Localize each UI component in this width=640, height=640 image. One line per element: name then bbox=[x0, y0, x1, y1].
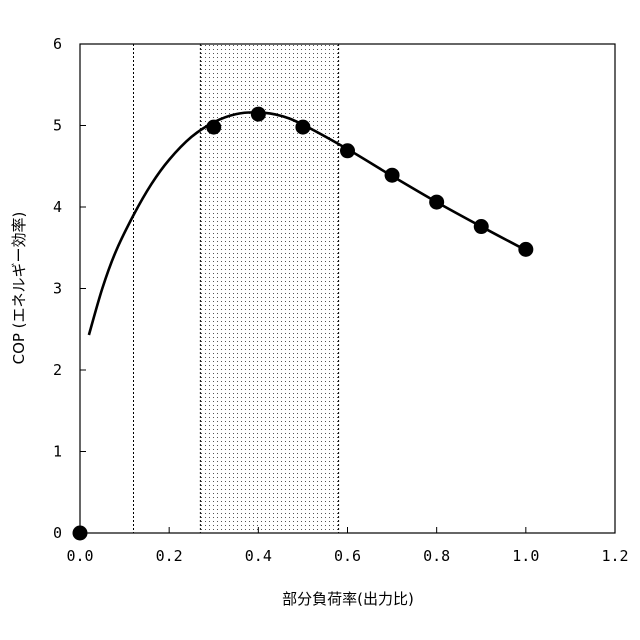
shaded-band-fill bbox=[200, 44, 338, 533]
y-tick-label: 6 bbox=[53, 35, 62, 53]
y-tick-label: 3 bbox=[53, 280, 62, 298]
x-tick-label: 0.2 bbox=[156, 547, 183, 565]
shaded-band bbox=[200, 44, 338, 533]
data-point bbox=[385, 168, 400, 183]
data-point bbox=[340, 143, 355, 158]
y-axis-title: COP (エネルギー効率) bbox=[10, 212, 28, 365]
y-axis-ticks: 0 1 2 3 4 5 6 bbox=[53, 35, 86, 542]
y-tick-label: 0 bbox=[53, 524, 62, 542]
plot-border bbox=[80, 44, 615, 533]
data-point bbox=[474, 219, 489, 234]
y-tick-label: 5 bbox=[53, 117, 62, 135]
x-tick-label: 0.0 bbox=[66, 547, 93, 565]
data-point bbox=[518, 242, 533, 257]
y-tick-label: 1 bbox=[53, 443, 62, 461]
y-tick-label: 2 bbox=[53, 361, 62, 379]
data-point bbox=[251, 107, 266, 122]
x-tick-label: 0.8 bbox=[423, 547, 450, 565]
x-tick-label: 0.6 bbox=[334, 547, 361, 565]
x-tick-label: 1.2 bbox=[601, 547, 628, 565]
y-tick-label: 4 bbox=[53, 198, 62, 216]
data-point bbox=[429, 195, 444, 210]
data-point bbox=[295, 120, 310, 135]
x-tick-label: 1.0 bbox=[512, 547, 539, 565]
plot-frame bbox=[80, 44, 615, 533]
x-tick-label: 0.4 bbox=[245, 547, 272, 565]
x-axis-title: 部分負荷率(出力比) bbox=[282, 590, 414, 608]
data-point bbox=[206, 120, 221, 135]
